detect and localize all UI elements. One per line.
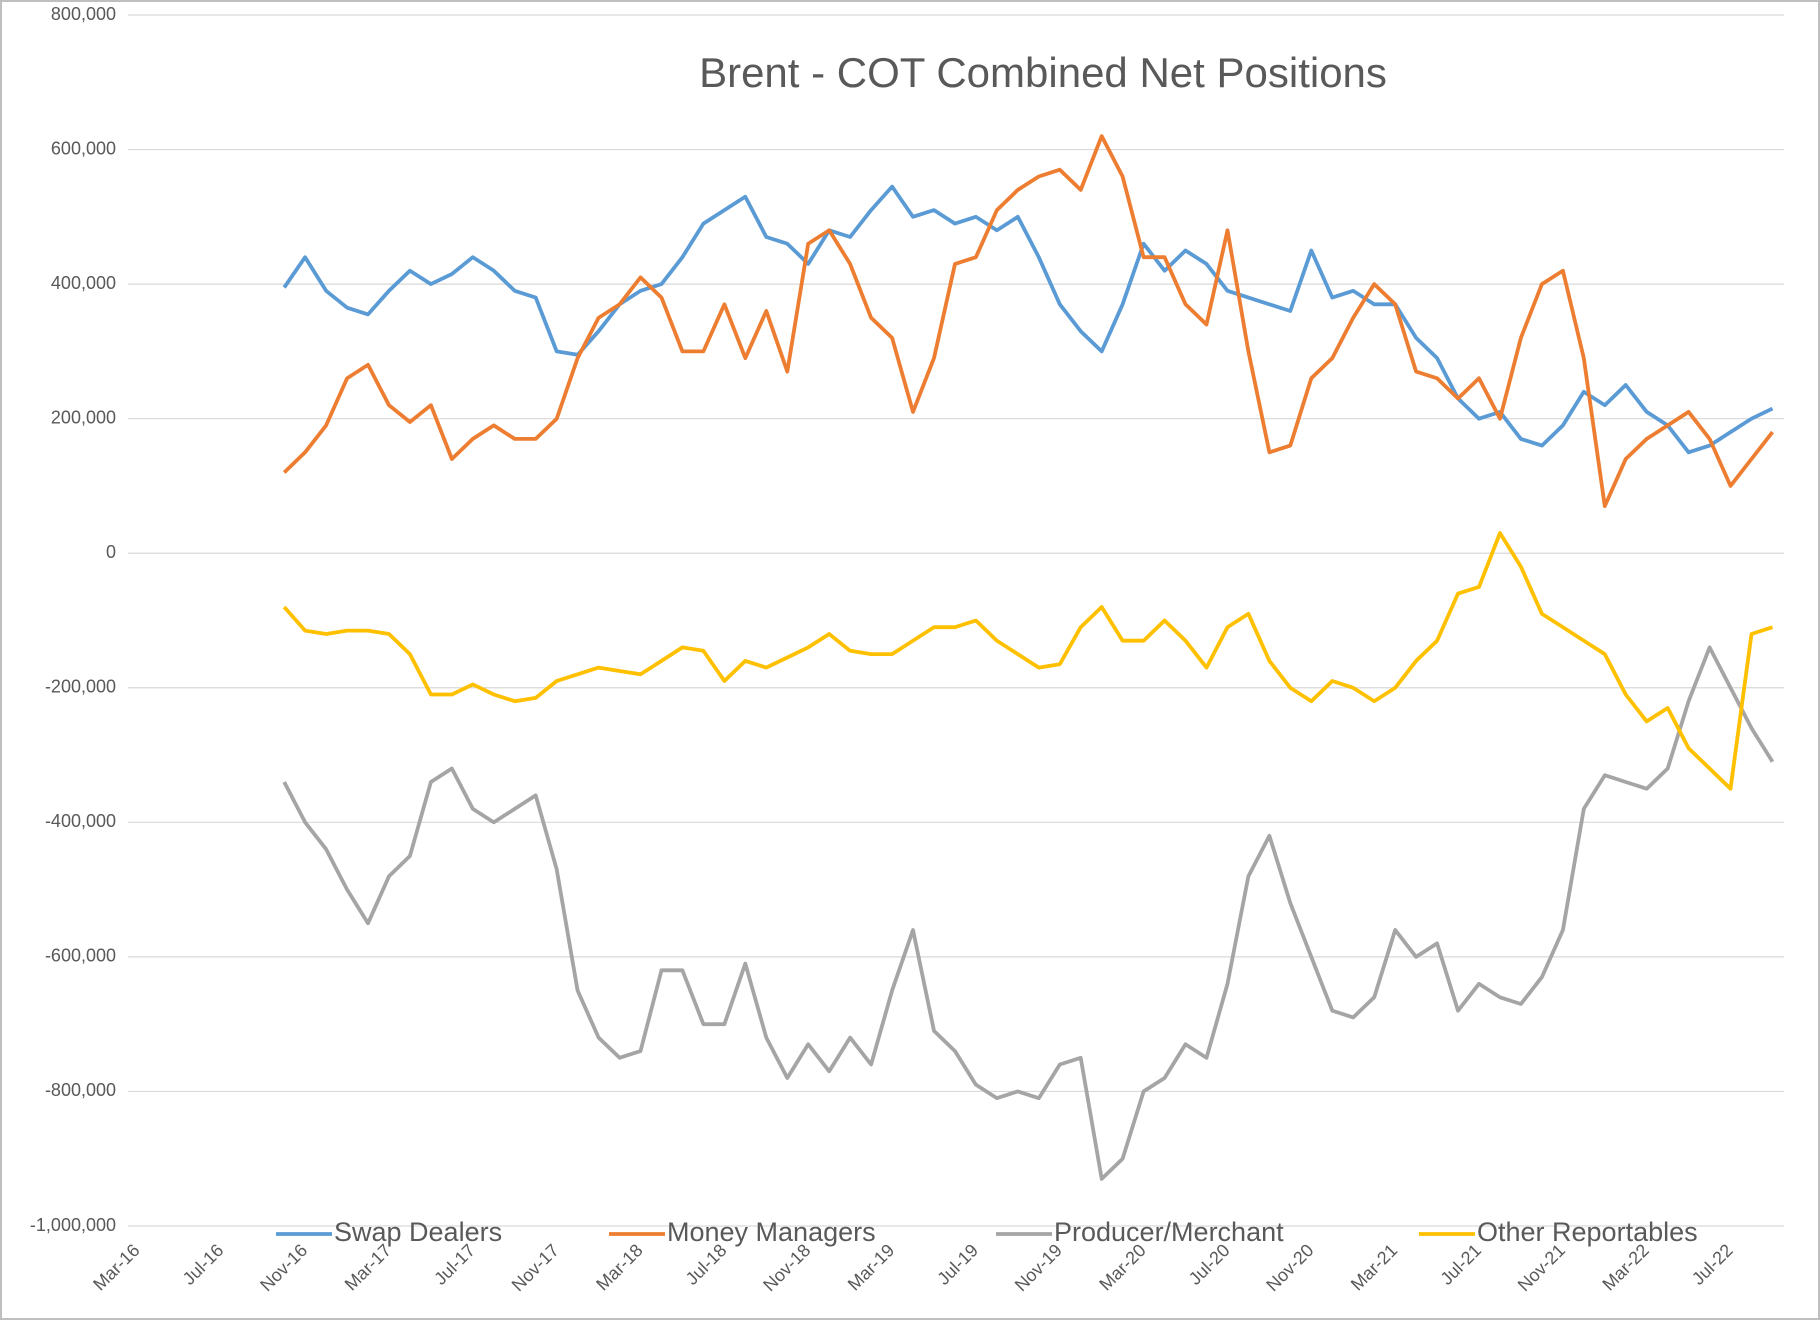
y-tick-label: 0 xyxy=(106,542,116,562)
y-tick-label: 200,000 xyxy=(51,407,116,427)
y-tick-label: 400,000 xyxy=(51,273,116,293)
legend-label: Producer/Merchant xyxy=(1054,1217,1284,1247)
y-tick-label: -200,000 xyxy=(45,677,116,697)
legend-label: Money Managers xyxy=(667,1217,876,1247)
y-tick-label: -400,000 xyxy=(45,811,116,831)
series-line xyxy=(282,184,1774,455)
series-line xyxy=(282,134,1774,508)
y-tick-label: -1,000,000 xyxy=(30,1215,116,1235)
series-line xyxy=(282,645,1775,1181)
series-line xyxy=(282,531,1774,791)
chart-title: Brent - COT Combined Net Positions xyxy=(699,49,1387,96)
legend-label: Swap Dealers xyxy=(334,1217,502,1247)
y-tick-label: 800,000 xyxy=(51,4,116,24)
legend-label: Other Reportables xyxy=(1477,1217,1698,1247)
y-tick-label: -600,000 xyxy=(45,946,116,966)
y-tick-label: -800,000 xyxy=(45,1080,116,1100)
y-tick-label: 600,000 xyxy=(51,138,116,158)
